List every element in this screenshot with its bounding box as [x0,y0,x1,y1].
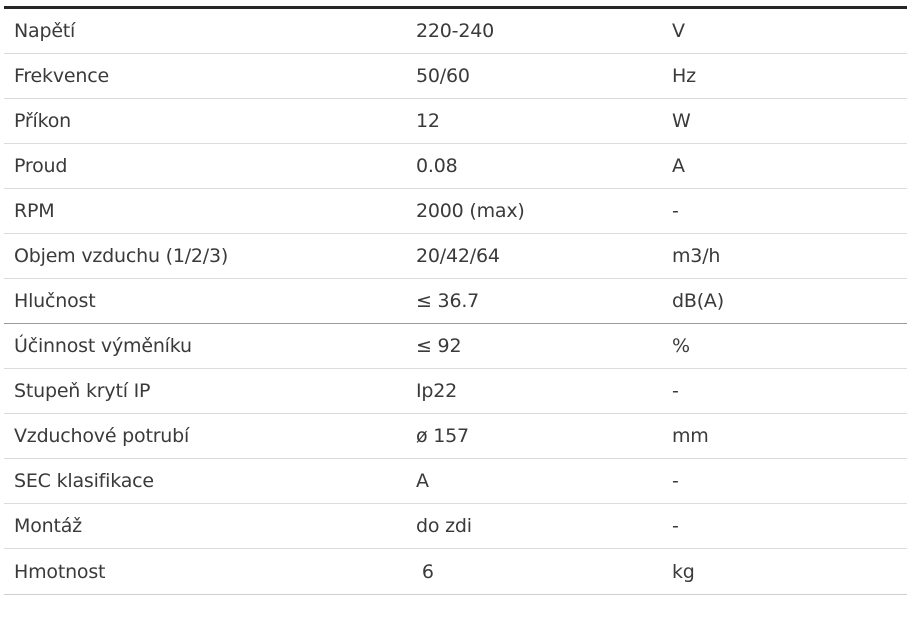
parameter-unit: - [672,515,679,537]
parameter-value: 12 [416,110,440,132]
parameter-unit: mm [672,425,709,447]
parameter-name: Příkon [14,110,72,132]
parameter-name: Montáž [14,515,82,537]
parameter-value: 50/60 [416,65,470,87]
parameter-value: ø 157 [416,425,469,447]
parameter-unit: m3/h [672,245,721,267]
parameter-value: 2000 (max) [416,200,525,222]
parameter-value: A [416,470,429,492]
parameter-name: Napětí [14,20,76,42]
parameter-value: 20/42/64 [416,245,500,267]
parameter-value: 0.08 [416,155,458,177]
table-row: Příkon 12 W [4,99,907,144]
table-row: RPM 2000 (max) - [4,189,907,234]
parameter-unit: % [672,335,690,357]
table-row: SEC klasifikace A - [4,459,907,504]
parameter-unit: A [672,155,685,177]
table-row: Účinnost výměníku ≤ 92 % [4,324,907,369]
parameter-value: 6 [416,560,434,583]
specification-table: Napětí 220-240 V Frekvence 50/60 Hz Přík… [4,6,907,595]
table-row: Stupeň krytí IP Ip22 - [4,369,907,414]
table-row: Vzduchové potrubí ø 157 mm [4,414,907,459]
parameter-value: Ip22 [416,380,458,402]
parameter-unit: - [672,470,679,492]
parameter-name: Frekvence [14,65,109,87]
parameter-name: Hlučnost [14,290,96,312]
table-row: Objem vzduchu (1/2/3) 20/42/64 m3/h [4,234,907,279]
table-row: Napětí 220-240 V [4,9,907,54]
table-row: Frekvence 50/60 Hz [4,54,907,99]
parameter-name: Proud [14,155,68,177]
parameter-value: ≤ 92 [416,335,462,357]
parameter-unit: W [672,110,691,132]
parameter-name: Objem vzduchu (1/2/3) [14,245,229,267]
parameter-name: Vzduchové potrubí [14,425,190,447]
parameter-name: Účinnost výměníku [14,335,192,357]
parameter-unit: - [672,380,679,402]
parameter-name: Hmotnost [14,560,106,583]
parameter-unit: kg [672,560,695,583]
parameter-name: RPM [14,200,55,222]
table-row: Hlučnost ≤ 36.7 dB(A) [4,279,907,324]
table-row: Proud 0.08 A [4,144,907,189]
parameter-unit: dB(A) [672,290,724,312]
table-row: Montáž do zdi - [4,504,907,549]
parameter-value: ≤ 36.7 [416,290,480,312]
parameter-unit: V [672,20,685,42]
table-row: Hmotnost 6 kg [4,549,907,595]
parameter-name: Stupeň krytí IP [14,380,151,402]
parameter-value: do zdi [416,515,472,537]
parameter-name: SEC klasifikace [14,470,154,492]
parameter-unit: Hz [672,65,696,87]
parameter-unit: - [672,200,679,222]
parameter-value: 220-240 [416,20,494,42]
